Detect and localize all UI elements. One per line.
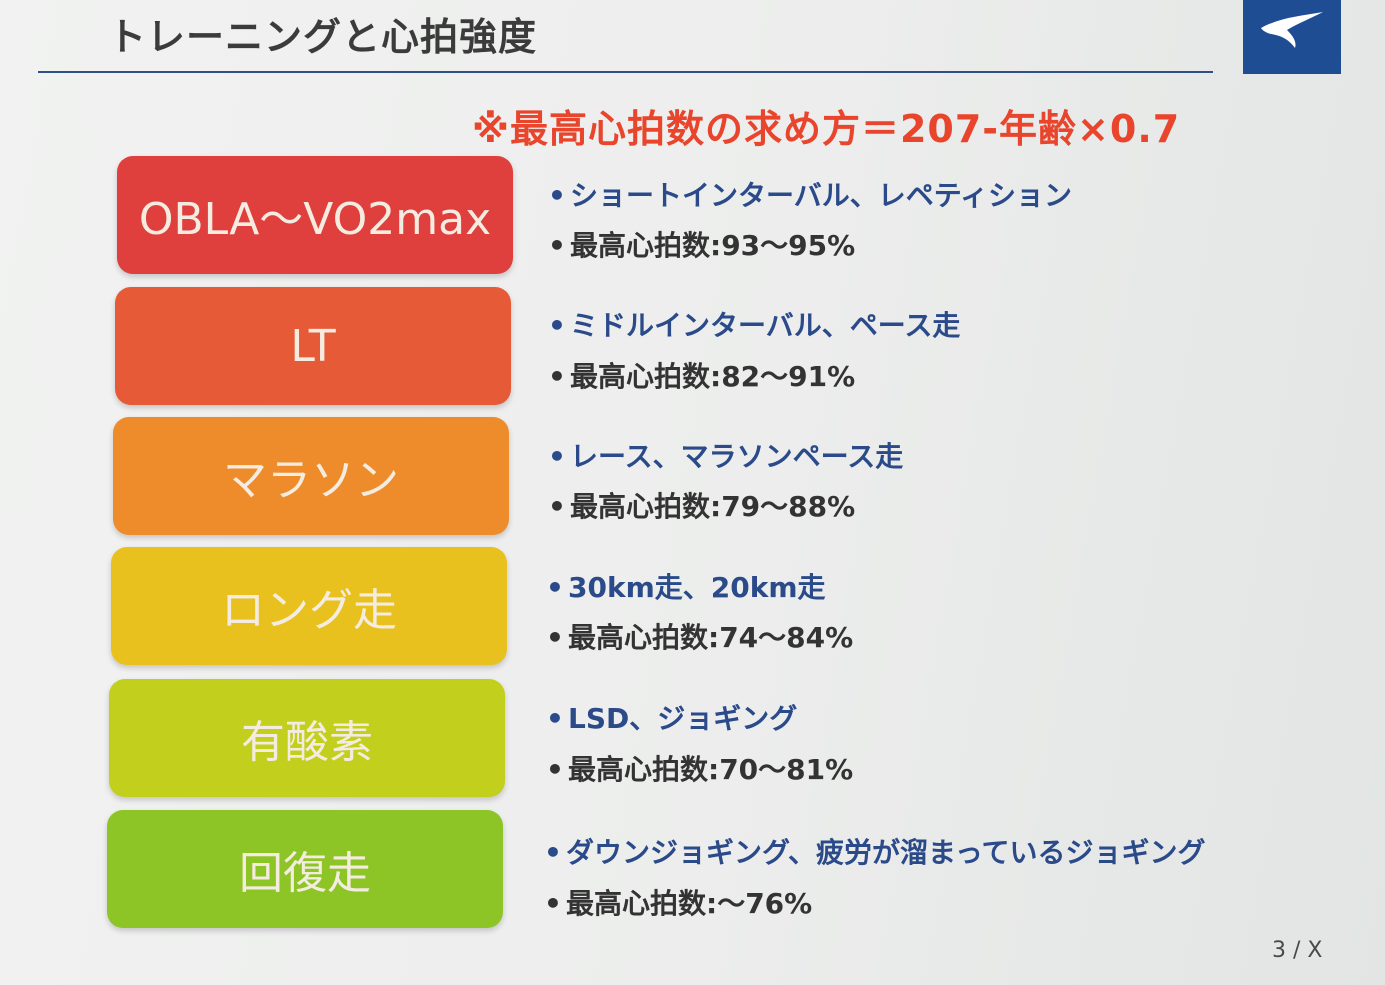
page-indicator: 3 / X [1272, 938, 1323, 963]
zone-description: • LSD、ジョギング [546, 702, 798, 735]
zone-label: マラソン [223, 455, 399, 506]
bullet-icon: • [544, 887, 562, 920]
zone-block-aerobic: 有酸素 [109, 679, 505, 797]
zone-description: • 30km走、20km走 [546, 571, 826, 604]
bullet-icon: • [548, 490, 566, 523]
zone-heart-rate: • 最高心拍数:79～88% [548, 490, 856, 523]
bullet-icon: • [548, 229, 566, 262]
bullet-icon: • [548, 309, 566, 342]
zone-block-obla-vo2max: OBLA～VO2max [117, 156, 513, 274]
runbird-logo-icon [1261, 12, 1323, 48]
zone-description: • レース、マラソンペース走 [548, 440, 904, 473]
zone-block-marathon: マラソン [113, 417, 509, 535]
zone-heart-rate: • 最高心拍数:70～81% [546, 753, 854, 786]
bullet-icon: • [548, 360, 566, 393]
zone-block-lt: LT [115, 287, 511, 405]
bullet-icon: • [548, 440, 566, 473]
zone-label: LT [290, 320, 336, 372]
bullet-icon: • [546, 702, 564, 735]
zone-label: ロング走 [221, 585, 397, 636]
bullet-icon: • [548, 179, 566, 212]
bullet-icon: • [546, 753, 564, 786]
bullet-icon: • [546, 621, 564, 654]
bullet-icon: • [544, 836, 562, 869]
zone-block-long-run: ロング走 [111, 547, 507, 665]
zone-description: • ダウンジョギング、疲労が溜まっているジョギング [544, 836, 1206, 869]
zone-heart-rate: • 最高心拍数:82～91% [548, 360, 856, 393]
zone-label: 回復走 [239, 848, 371, 899]
zone-heart-rate: • 最高心拍数:～76% [544, 887, 813, 920]
zone-heart-rate: • 最高心拍数:74～84% [546, 621, 854, 654]
zone-block-recovery: 回復走 [107, 810, 503, 928]
brand-logo [1243, 0, 1341, 74]
zone-heart-rate: • 最高心拍数:93～95% [548, 229, 856, 262]
title-divider [38, 71, 1213, 73]
bullet-icon: • [546, 571, 564, 604]
slide-title: トレーニングと心拍強度 [108, 15, 538, 59]
max-heart-rate-formula: ※最高心拍数の求め方＝207-年齢×0.7 [472, 107, 1181, 151]
zone-label: 有酸素 [241, 717, 373, 768]
zone-description: • ミドルインターバル、ペース走 [548, 309, 961, 342]
zone-label: OBLA～VO2max [138, 194, 492, 245]
zone-description: • ショートインターバル、レペティション [548, 179, 1073, 212]
